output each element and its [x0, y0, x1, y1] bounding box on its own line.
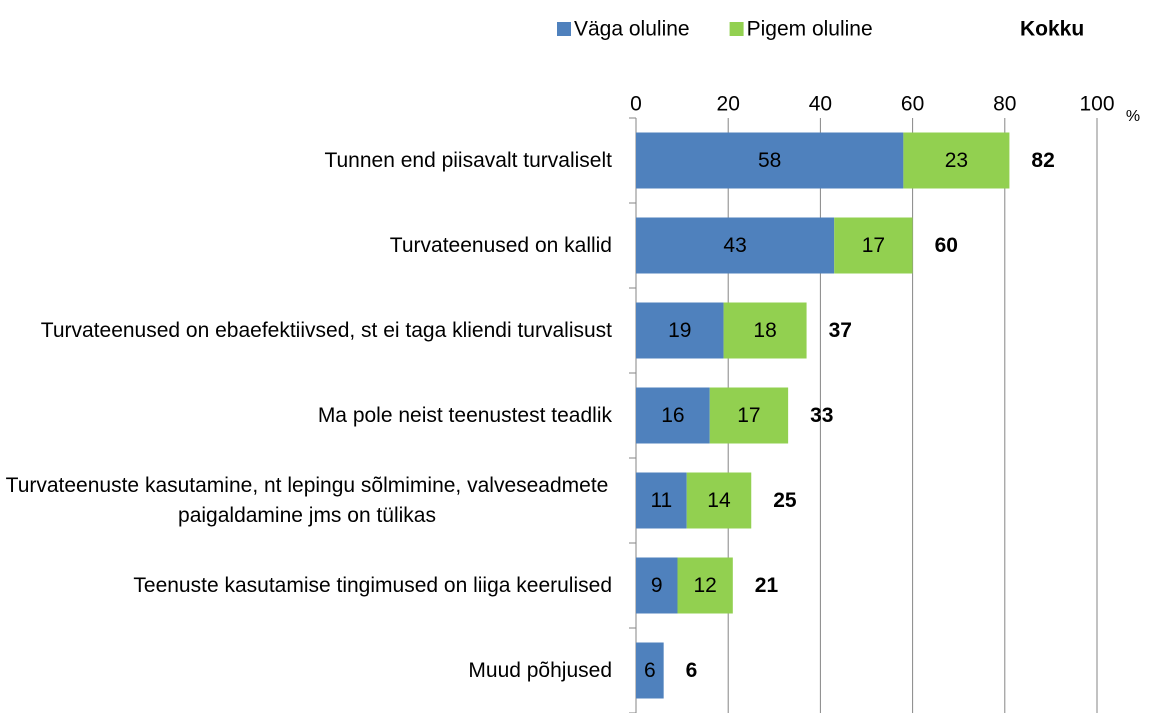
legend-label: Kokku [1020, 18, 1084, 41]
legend-label: Väga oluline [574, 18, 690, 41]
total-label: 33 [810, 404, 833, 427]
x-tick-label: 80 [993, 93, 1016, 116]
bar [636, 132, 904, 189]
y-tick-label: Tunnen end piisavalt turvaliselt [0, 146, 612, 176]
total-label: 6 [686, 659, 698, 682]
y-tick-label: Turvateenused on kallid [0, 231, 612, 261]
value-label: 17 [862, 234, 885, 257]
y-tick-label: Muud põhjused [0, 656, 612, 686]
bar [636, 217, 835, 274]
value-label: 17 [737, 404, 760, 427]
value-label: 12 [693, 574, 716, 597]
x-tick-label: 20 [717, 93, 740, 116]
y-tick-label: Teenuste kasutamise tingimused on liiga … [0, 571, 612, 601]
bar [636, 557, 678, 614]
value-label: 23 [945, 149, 968, 172]
x-tick-label: 100 [1079, 93, 1114, 116]
y-tick-text: Turvateenuste kasutamine, nt lepingu sõl… [5, 473, 609, 527]
value-label: 18 [753, 319, 776, 342]
y-tick-text: Turvateenused on ebaefektiivsed, st ei t… [40, 318, 612, 342]
bar [723, 302, 807, 359]
total-label: 25 [773, 489, 797, 512]
x-tick-label: 0 [630, 93, 642, 116]
y-tick-text: Teenuste kasutamise tingimused on liiga … [133, 573, 612, 597]
total-label: 37 [829, 319, 852, 342]
bar [636, 642, 664, 699]
legend-label: Pigem oluline [747, 18, 873, 41]
x-tick-label: 40 [809, 93, 832, 116]
value-label: 11 [650, 489, 672, 512]
value-label: 43 [723, 234, 746, 257]
total-label: 60 [935, 234, 958, 257]
y-tick-text: Ma pole neist teenustest teadlik [317, 403, 612, 427]
value-label: 9 [651, 574, 663, 597]
value-label: 14 [707, 489, 731, 512]
value-label: 58 [758, 149, 781, 172]
bar [686, 472, 752, 529]
value-label: 6 [644, 659, 656, 682]
total-label: 82 [1031, 149, 1054, 172]
y-tick-text: Muud põhjused [468, 658, 612, 682]
legend-swatch [729, 22, 744, 36]
x-tick-label: 60 [901, 93, 924, 116]
bar [636, 472, 687, 529]
bar [834, 217, 913, 274]
bar [636, 302, 724, 359]
legend-swatch [557, 22, 571, 36]
total-label: 21 [755, 574, 779, 597]
y-tick-label: Ma pole neist teenustest teadlik [0, 401, 612, 431]
y-tick-label: Turvateenused on ebaefektiivsed, st ei t… [0, 316, 612, 346]
value-label: 16 [661, 404, 684, 427]
value-label: 19 [668, 319, 691, 342]
y-tick-text: Turvateenused on kallid [389, 233, 612, 257]
bar [636, 387, 710, 444]
bar [903, 132, 1010, 189]
bar [677, 557, 733, 614]
x-unit: % [1126, 108, 1140, 125]
y-tick-label: Turvateenuste kasutamine, nt lepingu sõl… [0, 471, 612, 531]
bar [709, 387, 789, 444]
y-tick-text: Tunnen end piisavalt turvaliselt [324, 148, 612, 172]
